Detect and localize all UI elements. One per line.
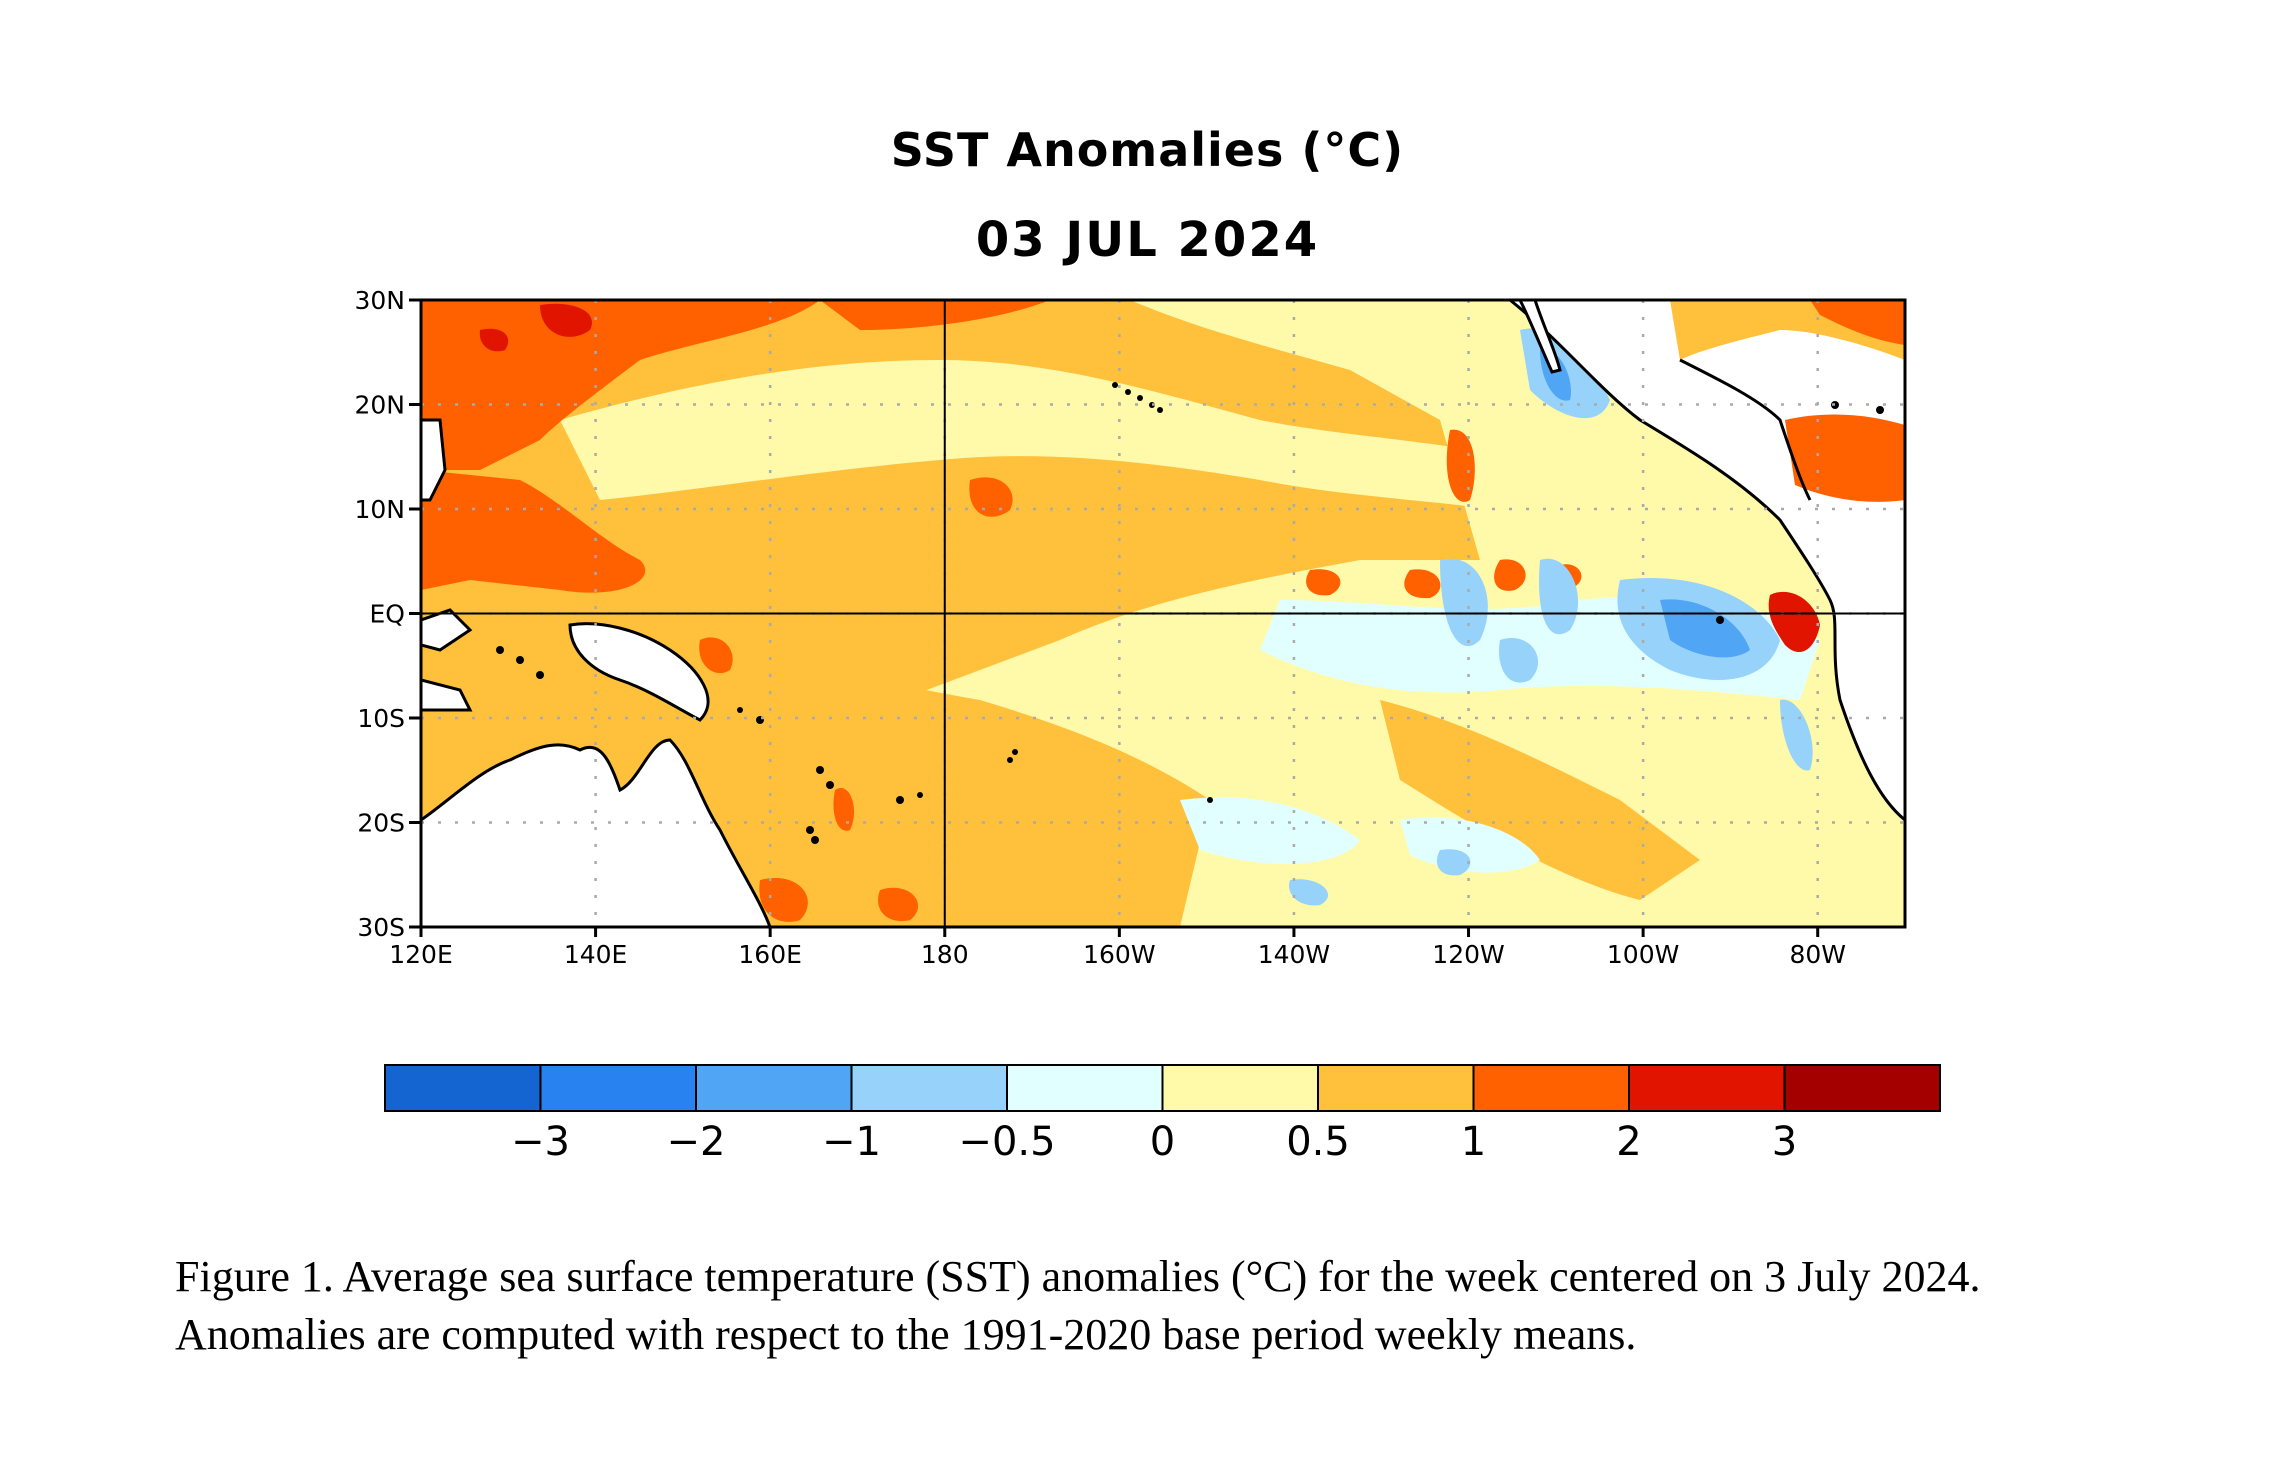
colorbar	[384, 1064, 1941, 1112]
lat-tick-label: 30S	[357, 913, 405, 942]
colorbar-label: 1	[1461, 1119, 1486, 1165]
colorbar-label: −0.5	[958, 1119, 1055, 1165]
lat-tick-label: 20S	[357, 809, 405, 838]
lon-tick-label: 120E	[389, 940, 453, 969]
reference-lines	[421, 300, 1905, 927]
map-title: SST Anomalies (°C)	[890, 123, 1405, 177]
colorbar-segment	[539, 1064, 697, 1112]
colorbar-segment	[1472, 1064, 1630, 1112]
colorbar-label: 0.5	[1286, 1119, 1350, 1165]
colorbar-label: 3	[1772, 1119, 1797, 1165]
lon-tick-label: 140E	[564, 940, 628, 969]
lon-tick-label: 100W	[1607, 940, 1679, 969]
pacific-islands	[496, 382, 1884, 844]
colorbar-label: −1	[822, 1119, 881, 1165]
lon-tick-label: 180	[921, 940, 969, 969]
colorbar-label: 0	[1150, 1119, 1175, 1165]
colorbar-segment	[1161, 1064, 1319, 1112]
colorbar-segment	[1006, 1064, 1164, 1112]
lat-tick-label: 20N	[354, 391, 405, 420]
colorbar-label: −3	[511, 1119, 570, 1165]
figure-caption: Figure 1. Average sea surface temperatur…	[175, 1252, 1981, 1359]
lon-tick-label: 160E	[738, 940, 802, 969]
lon-tick-label: 120W	[1432, 940, 1504, 969]
lon-tick-label: 160W	[1083, 940, 1155, 969]
map-date: 03 JUL 2024	[975, 212, 1320, 268]
lon-tick-label: 140W	[1258, 940, 1330, 969]
colorbar-label: 2	[1616, 1119, 1641, 1165]
colorbar-labels: −3 −2 −1 −0.5 0 0.5 1 2 3	[511, 1119, 1797, 1165]
lon-tick-label: 80W	[1789, 940, 1846, 969]
colorbar-segment	[1317, 1064, 1475, 1112]
colorbar-segment	[850, 1064, 1008, 1112]
lat-tick-label: 30N	[354, 286, 405, 315]
lat-tick-label: 10S	[357, 704, 405, 733]
latitude-ticks: 30N 20N 10N EQ 10S 20S 30S	[354, 286, 421, 942]
lat-tick-label: 10N	[354, 495, 405, 524]
colorbar-segment	[695, 1064, 853, 1112]
colorbar-segment	[384, 1064, 542, 1112]
colorbar-segment	[1783, 1064, 1941, 1112]
colorbar-segment	[1628, 1064, 1786, 1112]
longitude-ticks: 120E 140E 160E 180 160W 140W 120W 100W 80W	[389, 927, 1846, 969]
colorbar-label: −2	[667, 1119, 726, 1165]
lat-tick-label: EQ	[370, 600, 405, 629]
